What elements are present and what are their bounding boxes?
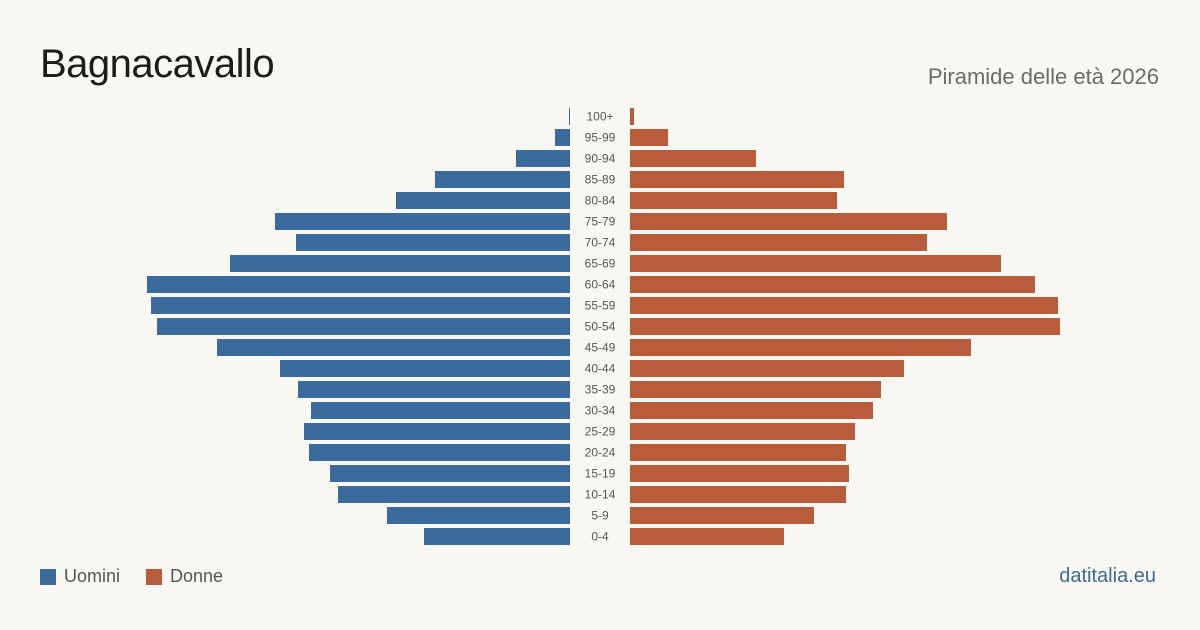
- bar-women-85-89: [630, 171, 844, 188]
- bar-women-90-94: [630, 150, 756, 167]
- bar-women-95-99: [630, 129, 668, 146]
- bar-men-75-79: [275, 213, 570, 230]
- bar-men-95-99: [555, 129, 570, 146]
- age-label-60-64: 60-64: [585, 278, 616, 292]
- bar-women-55-59: [630, 297, 1058, 314]
- chart-title: Bagnacavallo: [40, 42, 275, 86]
- age-label-45-49: 45-49: [585, 341, 616, 355]
- chart-subtitle: Piramide delle età 2026: [927, 64, 1159, 89]
- legend-swatch-women: [146, 568, 163, 585]
- age-label-0-4: 0-4: [591, 530, 609, 544]
- bar-women-75-79: [630, 213, 947, 230]
- bar-men-25-29: [304, 423, 570, 440]
- legend-item-women: Donne: [146, 566, 223, 587]
- age-label-50-54: 50-54: [585, 320, 616, 334]
- bar-men-30-34: [311, 402, 570, 419]
- legend-label-women: Donne: [170, 566, 224, 586]
- bar-men-85-89: [435, 171, 570, 188]
- age-label-90-94: 90-94: [585, 152, 616, 166]
- bar-women-60-64: [630, 276, 1035, 293]
- bar-men-20-24: [309, 444, 570, 461]
- legend: Uomini Donne: [40, 566, 249, 587]
- bar-women-100plus: [630, 108, 634, 125]
- age-label-85-89: 85-89: [585, 173, 616, 187]
- age-label-20-24: 20-24: [585, 446, 616, 460]
- bar-women-5-9: [630, 507, 814, 524]
- legend-item-men: Uomini: [40, 566, 120, 587]
- age-label-80-84: 80-84: [585, 194, 616, 208]
- site-link[interactable]: datitalia.eu: [1059, 565, 1156, 587]
- age-label-75-79: 75-79: [585, 215, 616, 229]
- bar-women-65-69: [630, 255, 1001, 272]
- bar-men-90-94: [516, 150, 570, 167]
- age-label-25-29: 25-29: [585, 425, 616, 439]
- bar-women-15-19: [630, 465, 849, 482]
- bar-women-35-39: [630, 381, 881, 398]
- bar-women-80-84: [630, 192, 837, 209]
- bar-men-5-9: [387, 507, 570, 524]
- bar-men-70-74: [296, 234, 570, 251]
- bar-women-20-24: [630, 444, 846, 461]
- bar-women-70-74: [630, 234, 927, 251]
- legend-label-men: Uomini: [64, 566, 121, 586]
- age-label-55-59: 55-59: [585, 299, 616, 313]
- age-label-65-69: 65-69: [585, 257, 616, 271]
- bar-men-15-19: [330, 465, 570, 482]
- bar-women-30-34: [630, 402, 873, 419]
- bar-men-35-39: [298, 381, 570, 398]
- bar-men-80-84: [396, 192, 570, 209]
- age-label-15-19: 15-19: [585, 467, 616, 481]
- bar-men-65-69: [230, 255, 570, 272]
- age-label-10-14: 10-14: [585, 488, 616, 502]
- age-label-100plus: 100+: [586, 110, 613, 124]
- bar-men-55-59: [151, 297, 570, 314]
- bar-women-0-4: [630, 528, 784, 545]
- legend-swatch-men: [40, 568, 56, 585]
- bar-men-10-14: [338, 486, 570, 503]
- bar-men-40-44: [280, 360, 570, 377]
- bar-men-45-49: [217, 339, 570, 356]
- bar-men-60-64: [147, 276, 570, 293]
- age-label-5-9: 5-9: [591, 509, 609, 523]
- bar-women-25-29: [630, 423, 855, 440]
- bar-men-100plus: [569, 108, 570, 125]
- bar-women-10-14: [630, 486, 846, 503]
- bar-men-50-54: [157, 318, 570, 335]
- age-label-35-39: 35-39: [585, 383, 616, 397]
- age-label-95-99: 95-99: [585, 131, 616, 145]
- bar-women-40-44: [630, 360, 904, 377]
- age-label-70-74: 70-74: [585, 236, 616, 250]
- age-label-40-44: 40-44: [585, 362, 616, 376]
- bar-men-0-4: [424, 528, 570, 545]
- bar-women-50-54: [630, 318, 1060, 335]
- bar-women-45-49: [630, 339, 971, 356]
- age-label-30-34: 30-34: [585, 404, 616, 418]
